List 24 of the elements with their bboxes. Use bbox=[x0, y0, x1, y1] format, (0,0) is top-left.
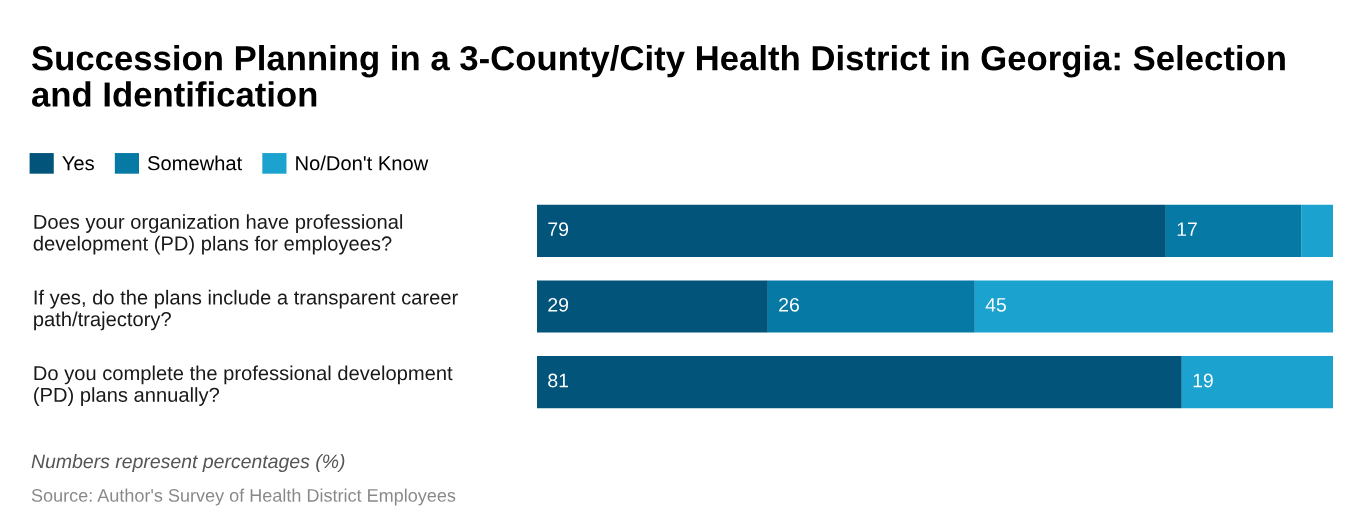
bar bbox=[1301, 204, 1333, 257]
data-label: 79 bbox=[548, 222, 569, 237]
legend-label: Yes bbox=[62, 156, 94, 171]
data-label: 17 bbox=[1177, 222, 1197, 236]
legend-label: Somewhat bbox=[147, 155, 243, 171]
chart-title: Succession Planning in a 3-County/City Health District in Georgia: Selection and Identification bbox=[31, 45, 1285, 107]
data-label: 26 bbox=[779, 297, 799, 312]
data-label: 81 bbox=[548, 373, 569, 388]
text: Numbers represent percentages (%) bbox=[31, 453, 345, 473]
bar bbox=[537, 280, 768, 333]
data-label: 45 bbox=[985, 298, 1006, 312]
legend-label: No/Don't Know bbox=[296, 155, 429, 171]
bar bbox=[537, 356, 1182, 409]
y-tick-label: Does your organization have professional development (PD) plans for employees? bbox=[33, 214, 403, 255]
y-tick-label: If yes, do the plans include a transparent career path/trajectory? bbox=[34, 289, 458, 331]
bar bbox=[1181, 356, 1333, 409]
data-label: 19 bbox=[1193, 373, 1213, 388]
y-tick-label: Do you complete the professional development (PD) plans annually? bbox=[34, 365, 453, 406]
source-note: Source: Author's Survey of Health District Employees bbox=[31, 488, 456, 506]
bar bbox=[974, 280, 1333, 333]
bar bbox=[767, 280, 975, 333]
bar bbox=[1165, 204, 1302, 257]
bar bbox=[537, 204, 1166, 257]
data-label: 29 bbox=[548, 297, 569, 312]
